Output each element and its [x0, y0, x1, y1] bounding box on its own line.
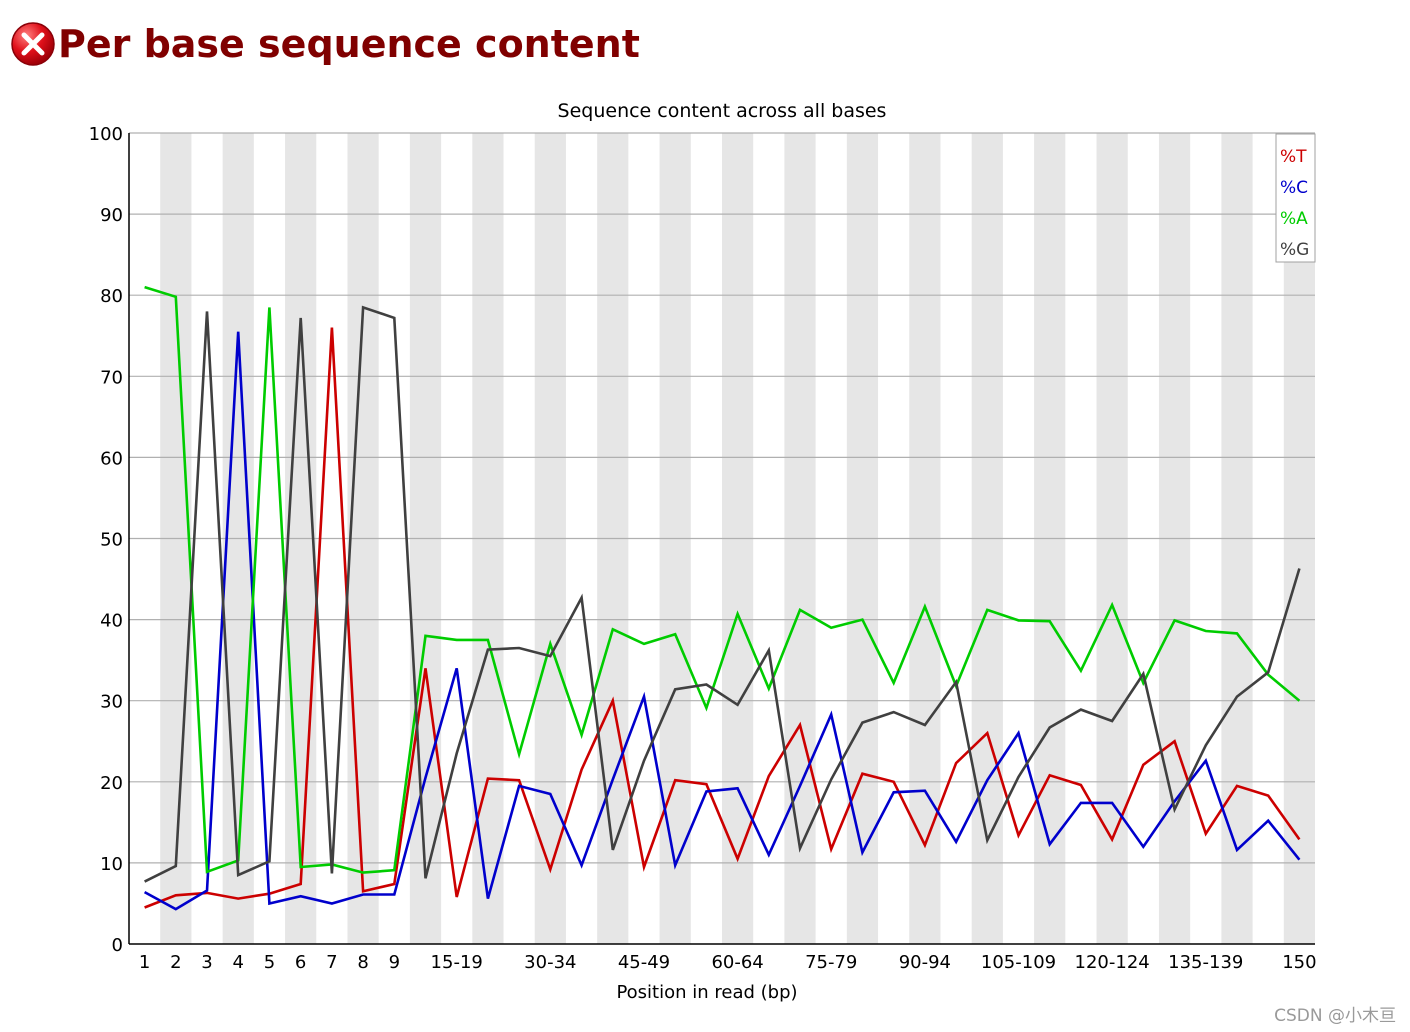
x-tick-label: 4 — [233, 952, 244, 973]
y-tick-label: 20 — [100, 773, 123, 794]
x-tick-label: 7 — [326, 952, 337, 973]
x-tick-label: 30-34 — [524, 952, 576, 973]
x-tick-label: 150 — [1282, 952, 1316, 973]
y-tick-label: 80 — [100, 286, 123, 307]
y-tick-label: 50 — [100, 530, 123, 551]
x-tick-label: 8 — [357, 952, 368, 973]
x-tick-label: 75-79 — [805, 952, 857, 973]
y-tick-label: 90 — [100, 205, 123, 226]
x-tick-label: 9 — [389, 952, 400, 973]
x-tick-label: 90-94 — [899, 952, 951, 973]
x-tick-label: 105-109 — [981, 952, 1056, 973]
legend-entry: %A — [1280, 209, 1308, 229]
x-tick-label: 2 — [170, 952, 181, 973]
x-tick-label: 45-49 — [618, 952, 670, 973]
series-line-pct-c — [143, 331, 1301, 911]
fail-x-icon — [11, 22, 55, 66]
x-axis-label: Position in read (bp) — [616, 982, 797, 1003]
watermark: CSDN @小木亘 — [1274, 1006, 1396, 1026]
chart-title: Sequence content across all bases — [558, 100, 887, 122]
series-line-pct-g — [144, 305, 1301, 883]
x-tick-label: 120-124 — [1075, 952, 1150, 973]
page-title: Per base sequence content — [58, 22, 640, 66]
y-tick-label: 10 — [100, 854, 123, 875]
legend-entry: %G — [1280, 240, 1309, 260]
y-tick-label: 100 — [89, 124, 123, 145]
y-tick-label: 70 — [100, 367, 123, 388]
x-tick-label: 135-139 — [1168, 952, 1243, 973]
legend-box — [1275, 133, 1316, 263]
series-line-pct-a — [144, 285, 1301, 874]
legend-entry: %C — [1280, 178, 1308, 198]
x-tick-label: 6 — [295, 952, 306, 973]
y-tick-label: 60 — [100, 448, 123, 469]
x-tick-label: 3 — [201, 952, 212, 973]
legend-entry: %T — [1280, 147, 1307, 167]
y-tick-label: 0 — [112, 935, 123, 956]
y-tick-label: 40 — [100, 611, 123, 632]
x-tick-label: 15-19 — [431, 952, 483, 973]
x-tick-label: 60-64 — [711, 952, 763, 973]
report-header: Per base sequence content — [10, 12, 640, 76]
x-tick-label: 5 — [264, 952, 275, 973]
x-tick-label: 1 — [139, 952, 150, 973]
series-line-pct-t — [144, 327, 1301, 909]
y-tick-label: 30 — [100, 692, 123, 713]
